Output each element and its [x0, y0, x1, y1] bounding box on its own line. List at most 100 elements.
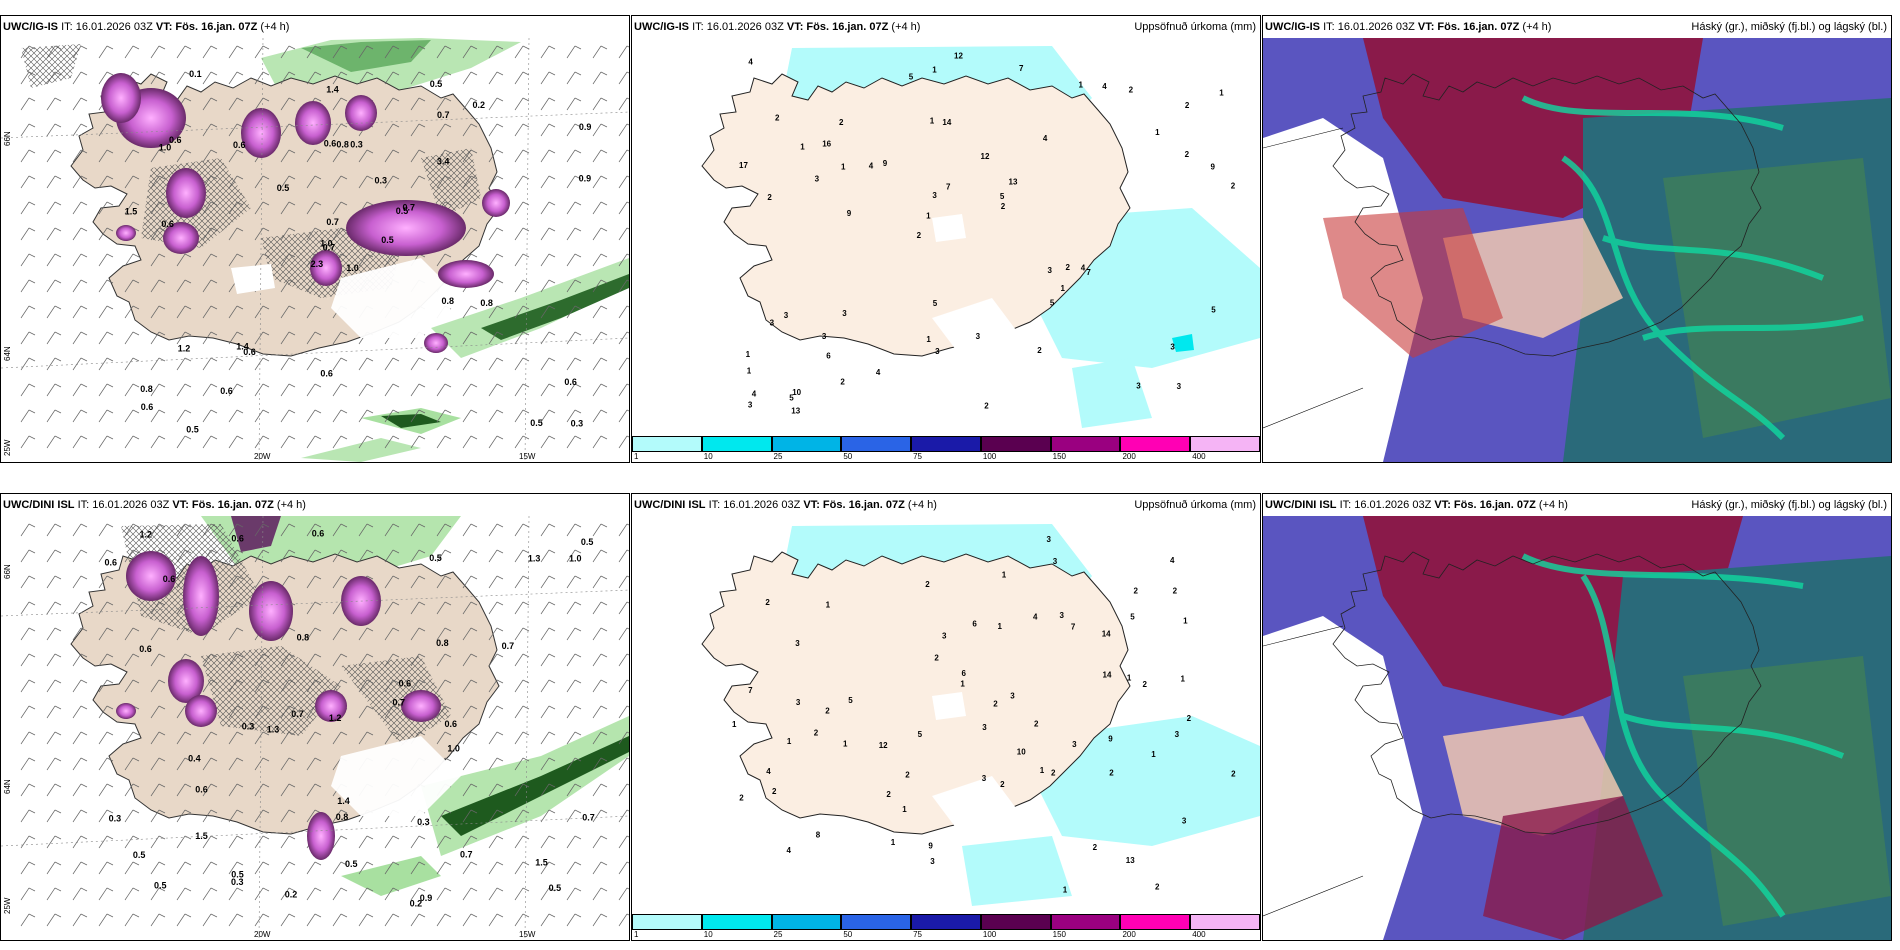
value-label: 0.5: [345, 859, 358, 869]
value-label: 9: [1108, 735, 1113, 744]
value-label: 0.5: [133, 850, 146, 860]
value-label: 0.8: [442, 296, 455, 306]
value-label: 1: [1151, 750, 1156, 759]
value-label: 2: [993, 700, 998, 709]
value-label: 3: [795, 639, 800, 648]
value-label: 0.6: [105, 557, 118, 567]
value-label: 9: [847, 209, 852, 218]
snow-wind-map[interactable]: 0.20.20.50.70.60.60.30.50.60.81.30.50.70…: [1, 516, 629, 940]
value-label: 1: [1127, 674, 1132, 683]
value-label: 1: [926, 212, 931, 221]
value-label: 2: [1037, 346, 1042, 355]
value-label: 2: [984, 402, 989, 411]
panel-title: UWC/IG-IS IT: 16.01.2026 03Z VT: Fös. 16…: [634, 21, 921, 33]
panel-top-precip-map: UWC/IG-IS IT: 16.01.2026 03Z VT: Fös. 16…: [631, 15, 1261, 463]
legend-swatch: [841, 914, 912, 930]
legend-tick-label: 100: [982, 452, 997, 461]
value-label: 0.7: [291, 709, 304, 719]
value-label: 3: [1072, 740, 1077, 749]
value-label: 1: [1155, 128, 1160, 137]
value-label: 0.7: [460, 850, 473, 860]
panel-title: UWC/IG-IS IT: 16.01.2026 03Z VT: Fös. 16…: [1265, 21, 1552, 33]
value-label: 3: [1047, 535, 1052, 544]
value-label: 1: [1079, 81, 1084, 90]
value-label: 12: [954, 52, 963, 61]
value-label: 2: [934, 654, 939, 663]
value-label: 5: [789, 393, 794, 402]
value-label: 0.5: [231, 869, 244, 879]
value-label: 0.3: [417, 817, 430, 827]
value-label: 1: [843, 740, 848, 749]
value-label: 1: [1063, 886, 1068, 895]
precip-map[interactable]: 3222410112391614137212321132133342435295…: [632, 38, 1260, 434]
value-label: 1.0: [447, 743, 460, 753]
value-label: 1.0: [320, 238, 333, 248]
value-label: 5: [918, 730, 923, 739]
value-label: 2: [1066, 263, 1071, 272]
value-label: 0.6: [163, 574, 176, 584]
value-label: 3: [748, 401, 753, 410]
lon-label-25w: 25W: [3, 439, 12, 456]
value-label: 2: [1185, 101, 1190, 110]
value-label: 0.7: [326, 217, 339, 227]
value-label: 0.3: [350, 139, 363, 149]
value-label: 4: [752, 390, 757, 399]
value-label: 0.6: [320, 369, 333, 379]
legend-tick-label: 75: [913, 452, 923, 461]
value-label: 3: [822, 332, 827, 341]
legend-tick-label: 400: [1192, 452, 1206, 461]
value-label: 2: [1093, 843, 1098, 852]
value-label: 1.3: [267, 724, 280, 734]
value-label: 0.8: [336, 140, 349, 150]
value-label: 1: [826, 600, 831, 609]
value-label: 1.5: [535, 857, 548, 867]
legend-swatch: [1120, 914, 1191, 930]
legend-swatch: [1190, 436, 1260, 452]
value-label: 1: [747, 366, 752, 375]
value-label: 0.6: [445, 719, 458, 729]
panel-title: UWC/DINI ISL IT: 16.01.2026 03Z VT: Fös.…: [634, 499, 937, 511]
value-label: 1.0: [346, 263, 359, 273]
value-label: 0.3: [242, 722, 255, 732]
value-label: 1: [1040, 766, 1045, 775]
value-label: 0.9: [579, 174, 592, 184]
value-label: 9: [928, 842, 933, 851]
cloud-map[interactable]: [1263, 516, 1891, 940]
value-label: 4: [1102, 82, 1107, 91]
legend-swatch: [1120, 436, 1191, 452]
value-label: 2: [1173, 586, 1178, 595]
value-label: 3: [930, 857, 935, 866]
legend-swatch: [1190, 914, 1260, 930]
value-label: 3: [1010, 691, 1015, 700]
lat-label-66: 66N: [3, 131, 12, 146]
value-label: 5: [1000, 192, 1005, 201]
lon-label-15w: 15W: [519, 452, 536, 461]
value-label: 4: [1081, 264, 1086, 273]
value-label: 0.6: [399, 678, 412, 688]
value-label: 13: [1009, 178, 1018, 187]
value-label: 1: [732, 720, 737, 729]
value-label: 1: [1002, 570, 1007, 579]
value-label: 12: [981, 152, 990, 161]
value-label: 2: [905, 771, 910, 780]
value-label: 0.1: [189, 69, 202, 79]
panel-title: UWC/IG-IS IT: 16.01.2026 03Z VT: Fös. 16…: [3, 21, 290, 33]
cloud-map[interactable]: [1263, 38, 1891, 462]
value-label: 2: [825, 707, 830, 716]
legend-swatch: [701, 914, 772, 930]
value-label: 0.9: [420, 893, 433, 903]
lon-label-20w: 20W: [254, 452, 271, 461]
value-label: 1.2: [178, 344, 191, 354]
value-label: 0.6: [161, 219, 174, 229]
value-label: 1.2: [329, 713, 342, 723]
value-label: 7: [1019, 64, 1024, 73]
snow-wind-map[interactable]: 1.01.00.70.80.50.60.50.30.70.50.10.30.60…: [1, 38, 629, 462]
panel-title: UWC/DINI ISL IT: 16.01.2026 03Z VT: Fös.…: [3, 499, 306, 511]
value-label: 5: [933, 299, 938, 308]
lat-label-66: 66N: [3, 564, 12, 579]
legend-tick-label: 150: [1052, 930, 1067, 939]
legend-tick-label: 25: [773, 930, 783, 939]
lon-label-20w: 20W: [254, 930, 271, 939]
value-label: 0.5: [430, 79, 443, 89]
